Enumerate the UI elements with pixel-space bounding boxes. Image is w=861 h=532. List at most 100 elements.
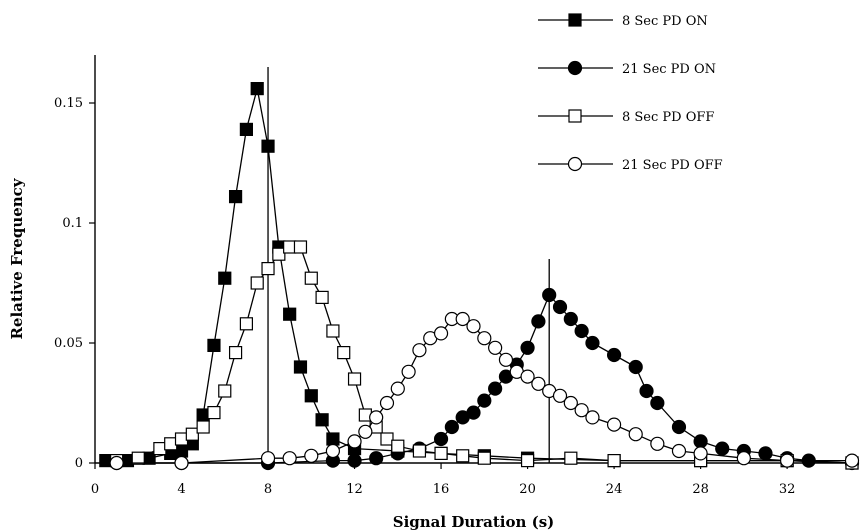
x-tick-label: 0 [91, 482, 99, 497]
data-point [379, 395, 395, 411]
y-tick-label: 0 [75, 456, 83, 471]
y-tick-label: 0.05 [54, 336, 83, 351]
data-point [390, 381, 405, 396]
legend-item: 8 Sec PD OFF [538, 109, 714, 125]
data-point [260, 451, 276, 466]
data-point [283, 307, 297, 321]
x-tick-label: 20 [519, 482, 536, 497]
x-tick-label: 4 [177, 482, 185, 497]
data-point [207, 338, 221, 352]
data-point [466, 319, 481, 334]
data-point [369, 451, 384, 466]
data-point [607, 454, 621, 468]
legend-item: 8 Sec PD ON [538, 13, 708, 29]
legend-marker [568, 13, 582, 27]
data-point [520, 454, 535, 468]
data-point [693, 446, 708, 461]
data-point [196, 408, 210, 422]
data-point [283, 240, 297, 254]
data-point [628, 359, 643, 375]
series-line [116, 293, 853, 464]
data-point [563, 311, 578, 327]
data-point [488, 381, 503, 396]
data-point [520, 369, 535, 384]
data-point [401, 364, 416, 379]
data-point [542, 287, 557, 303]
data-point [520, 340, 535, 355]
y-tick-label: 0.1 [62, 216, 83, 231]
data-point [174, 455, 189, 471]
data-point [844, 453, 860, 468]
x-tick-label: 24 [606, 482, 623, 497]
data-point [693, 434, 708, 449]
data-point [261, 262, 275, 276]
data-point [315, 413, 329, 427]
data-point [563, 395, 578, 411]
data-point [531, 376, 546, 391]
data-point [477, 331, 492, 346]
reference-lines [267, 67, 550, 463]
y-tick-label: 0.15 [54, 96, 83, 111]
data-point [606, 347, 622, 363]
data-point [250, 81, 264, 96]
data-point [585, 335, 600, 351]
data-point [174, 432, 189, 446]
data-point [671, 419, 687, 435]
data-point [433, 326, 449, 341]
data-point [347, 372, 362, 386]
data-point [325, 443, 341, 459]
data-point [564, 451, 578, 465]
data-point [552, 388, 568, 403]
data-point [293, 240, 308, 254]
data-point [736, 451, 751, 466]
data-point [250, 276, 264, 290]
data-point [531, 314, 546, 329]
data-point [196, 420, 210, 434]
data-point [628, 427, 643, 442]
data-point [293, 360, 308, 374]
data-point [358, 424, 373, 439]
x-tick-label: 28 [692, 482, 709, 497]
data-point [239, 317, 253, 331]
data-point [326, 324, 340, 338]
legend-label: 8 Sec PD OFF [622, 110, 714, 125]
data-point [455, 311, 470, 327]
series-21-sec-pd-on [109, 287, 860, 471]
data-point [650, 395, 665, 411]
data-point [304, 271, 318, 285]
data-point [304, 448, 319, 463]
x-tick-label: 12 [346, 482, 363, 497]
data-point [131, 451, 145, 465]
data-point [639, 383, 654, 399]
x-axis-title: Signal Duration (s) [393, 513, 555, 531]
legend-label: 21 Sec PD ON [622, 62, 716, 77]
data-point [574, 323, 589, 339]
data-point [261, 139, 275, 153]
data-point [585, 410, 600, 425]
data-point [574, 403, 589, 418]
data-point [780, 453, 795, 468]
data-point [412, 343, 427, 358]
data-point [109, 455, 124, 471]
x-tick-label: 16 [433, 482, 450, 497]
data-point [347, 434, 362, 449]
data-point [174, 444, 189, 458]
data-point [304, 389, 318, 403]
data-point [477, 393, 492, 408]
data-point [239, 122, 253, 137]
data-point [650, 436, 665, 451]
data-point [228, 190, 243, 204]
y-axis-title: Relative Frequency [8, 177, 26, 339]
data-point [315, 290, 329, 304]
data-point [498, 352, 514, 367]
data-point [412, 444, 427, 458]
series-8-sec-pd-off [110, 240, 859, 470]
series-21-sec-pd-off [109, 311, 860, 471]
x-tick-label: 8 [264, 482, 272, 497]
data-point [606, 417, 622, 432]
data-point [488, 340, 503, 355]
data-point [715, 441, 730, 456]
legend-marker [568, 109, 582, 123]
data-point [552, 299, 568, 315]
